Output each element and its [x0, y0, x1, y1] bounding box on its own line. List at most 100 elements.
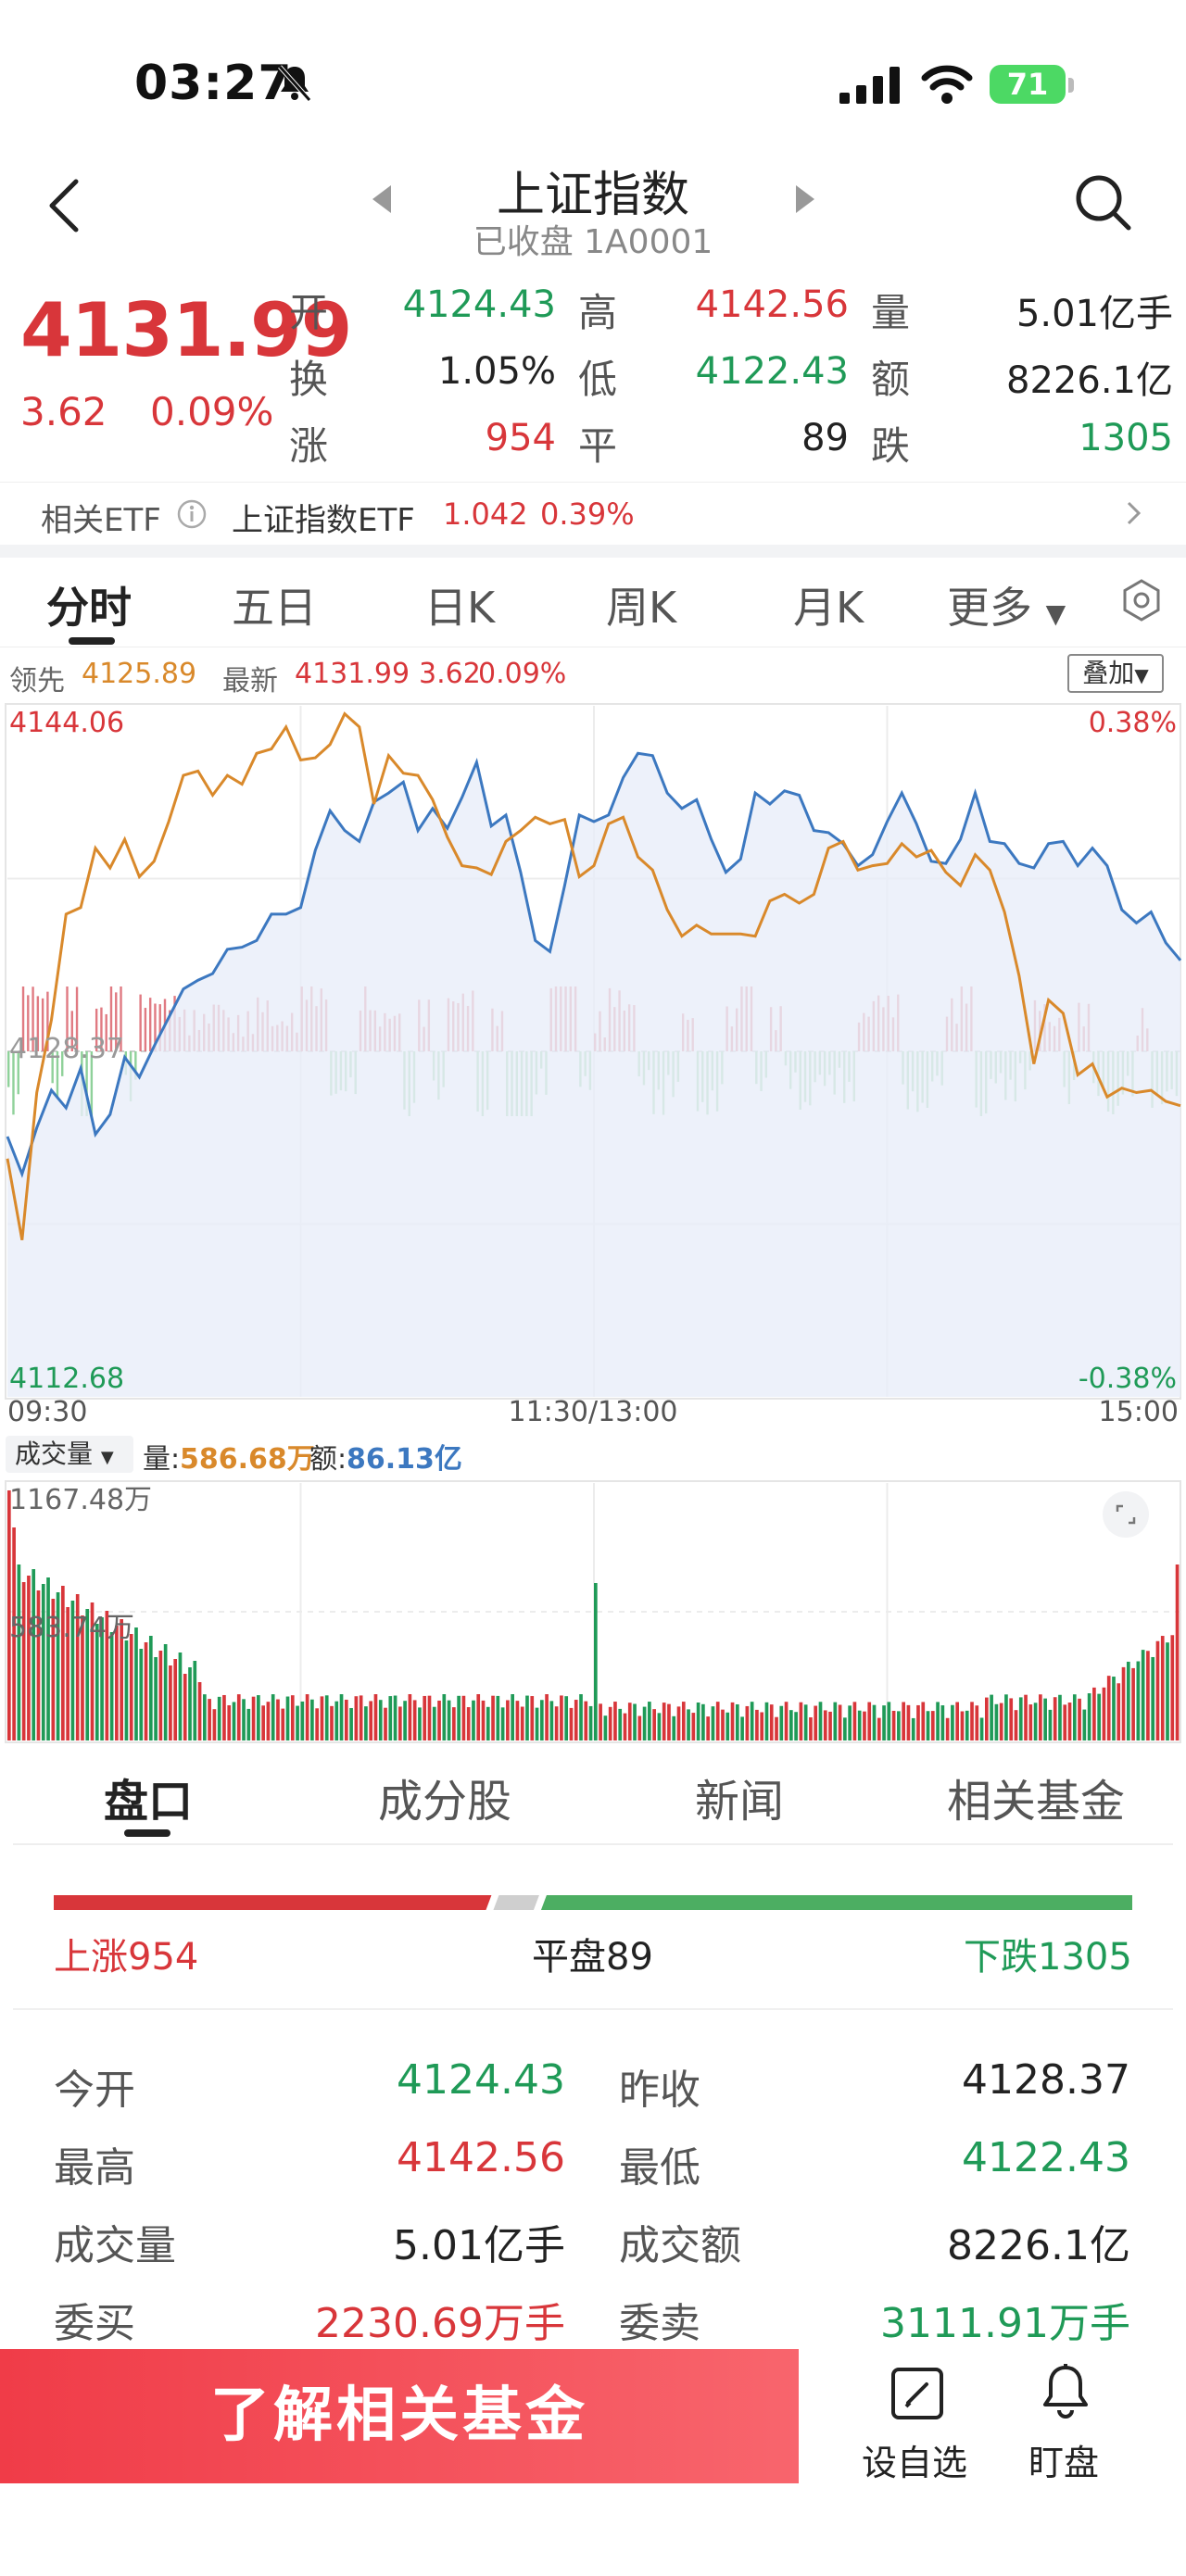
volume-bars	[7, 1490, 1180, 1740]
related-etf-row[interactable]	[0, 482, 1186, 546]
dropdown-triangle-icon: ▼	[1134, 664, 1149, 686]
pct-max-label: 0.38%	[1089, 707, 1177, 739]
bottom-action-bar	[799, 2349, 1186, 2576]
next-index-arrow-icon[interactable]	[792, 183, 818, 215]
battery-level: 71	[990, 65, 1066, 104]
latest-change-pct: 0.09%	[478, 658, 567, 690]
amount-value: 8226.1亿	[1006, 359, 1173, 402]
flat-count-label: 平	[578, 423, 618, 469]
index-change: 3.62	[20, 389, 107, 434]
active-tab-indicator	[124, 1829, 170, 1837]
flat-count-value: 89	[801, 417, 849, 459]
expand-icon	[1116, 1504, 1136, 1525]
market-breadth-bar	[54, 1895, 1132, 1910]
y-ref-label: 4128.37	[9, 1033, 124, 1065]
pct-min-label: -0.38%	[1079, 1363, 1177, 1395]
stat-value: 4142.56	[397, 2134, 565, 2181]
x-label-close: 15:00	[1099, 1396, 1179, 1426]
chevron-right-icon[interactable]	[1125, 500, 1143, 526]
stat-value: 4122.43	[962, 2134, 1130, 2181]
wifi-icon	[921, 65, 973, 104]
add-watchlist-label[interactable]: 设自选	[862, 2443, 968, 2483]
tab-related-funds[interactable]: 相关基金	[947, 1776, 1126, 1828]
x-label-midday: 11:30/13:00	[508, 1396, 677, 1426]
stat-label: 成交额	[619, 2222, 741, 2269]
tab-more-label: 更多	[947, 583, 1032, 633]
overlay-label: 叠加	[1082, 658, 1135, 688]
info-icon[interactable]	[176, 498, 208, 530]
tab-more[interactable]: 更多 ▼	[947, 574, 1066, 635]
index-price-line	[6, 751, 1182, 1178]
breadth-up-segment	[54, 1895, 492, 1910]
volume-max-label: 1167.48万	[9, 1484, 152, 1516]
tabs-divider	[13, 1843, 1173, 1845]
open-value: 4124.43	[402, 283, 556, 326]
back-arrow-icon[interactable]	[44, 176, 82, 235]
stat-label: 委买	[54, 2300, 135, 2347]
tab-day-k[interactable]: 日K	[424, 583, 496, 633]
stat-value: 8226.1亿	[947, 2222, 1130, 2269]
chart-settings-icon[interactable]	[1119, 578, 1164, 622]
intraday-chart[interactable]: 4144.06 4128.37 4112.68 0.38% -0.38% 09:…	[0, 695, 1186, 1426]
page-title: 上证指数	[496, 168, 689, 223]
tab-five-day[interactable]: 五日	[232, 583, 317, 633]
stat-label: 昨收	[619, 2067, 700, 2114]
overlay-button[interactable]: 叠加▼	[1067, 654, 1164, 693]
index-price: 4131.99	[20, 287, 352, 373]
turnover-value: 1.05%	[437, 350, 556, 393]
high-label: 高	[578, 290, 618, 335]
tab-week-k[interactable]: 周K	[606, 583, 677, 633]
bell-icon[interactable]	[1040, 2362, 1091, 2423]
prev-index-arrow-icon[interactable]	[369, 183, 395, 215]
volume-mid-label: 583.74万	[9, 1612, 134, 1644]
breadth-down-segment	[540, 1895, 1132, 1910]
page-subtitle: 已收盘 1A0001	[473, 223, 713, 261]
etf-name[interactable]: 上证指数ETF	[232, 502, 415, 539]
dropdown-triangle-icon: ▼	[100, 1448, 114, 1467]
etf-price: 1.042	[443, 496, 528, 532]
stat-value: 5.01亿手	[393, 2222, 565, 2269]
x-label-open: 09:30	[7, 1396, 87, 1426]
index-change-pct: 0.09%	[150, 389, 274, 434]
battery-tip	[1068, 78, 1074, 93]
volume-chart[interactable]: 1167.48万 583.74万	[0, 1477, 1186, 1746]
volume-value: 5.01亿手	[1016, 293, 1173, 335]
lead-value: 4125.89	[82, 658, 197, 690]
volume-label: 量	[871, 290, 911, 335]
high-value: 4142.56	[695, 283, 849, 326]
stat-value: 2230.69万手	[315, 2300, 565, 2347]
indicator-selector[interactable]: 成交量 ▼	[6, 1436, 133, 1473]
tab-order-book[interactable]: 盘口	[104, 1776, 194, 1828]
stat-value: 4124.43	[397, 2056, 565, 2104]
tab-constituents[interactable]: 成分股	[378, 1776, 512, 1828]
latest-label: 最新	[222, 665, 278, 697]
cell-signal-icon	[839, 67, 900, 104]
breadth-flat-label: 平盘89	[532, 1936, 653, 1979]
monitor-label[interactable]: 盯盘	[1028, 2443, 1100, 2483]
expand-chart-button[interactable]	[1103, 1491, 1149, 1538]
section-divider	[13, 2008, 1173, 2010]
edit-watchlist-icon[interactable]	[890, 2366, 945, 2421]
stat-label: 最高	[54, 2144, 135, 2192]
learn-funds-button[interactable]: 了解相关基金	[0, 2349, 799, 2483]
status-time: 03:27	[134, 56, 293, 111]
amount-current: 86.13亿	[347, 1443, 462, 1476]
related-etf-label: 相关ETF	[41, 502, 161, 539]
mute-bell-icon	[278, 65, 311, 102]
index-area-fill	[7, 753, 1180, 1397]
breadth-down-label: 下跌1305	[964, 1936, 1132, 1979]
lead-label: 领先	[9, 665, 65, 697]
tab-news[interactable]: 新闻	[695, 1776, 785, 1828]
tab-intraday[interactable]: 分时	[46, 583, 132, 633]
stat-value: 3111.91万手	[880, 2300, 1130, 2347]
search-icon[interactable]	[1073, 172, 1134, 233]
dropdown-triangle-icon: ▼	[1045, 598, 1066, 629]
volume-short-label: 量:	[143, 1443, 181, 1476]
tab-month-k[interactable]: 月K	[793, 583, 864, 633]
y-min-label: 4112.68	[9, 1363, 124, 1395]
latest-value: 4131.99	[295, 658, 410, 690]
low-label: 低	[578, 357, 618, 402]
section-divider	[0, 545, 1186, 558]
turnover-label: 换	[289, 357, 329, 402]
down-count-value: 1305	[1079, 417, 1173, 459]
